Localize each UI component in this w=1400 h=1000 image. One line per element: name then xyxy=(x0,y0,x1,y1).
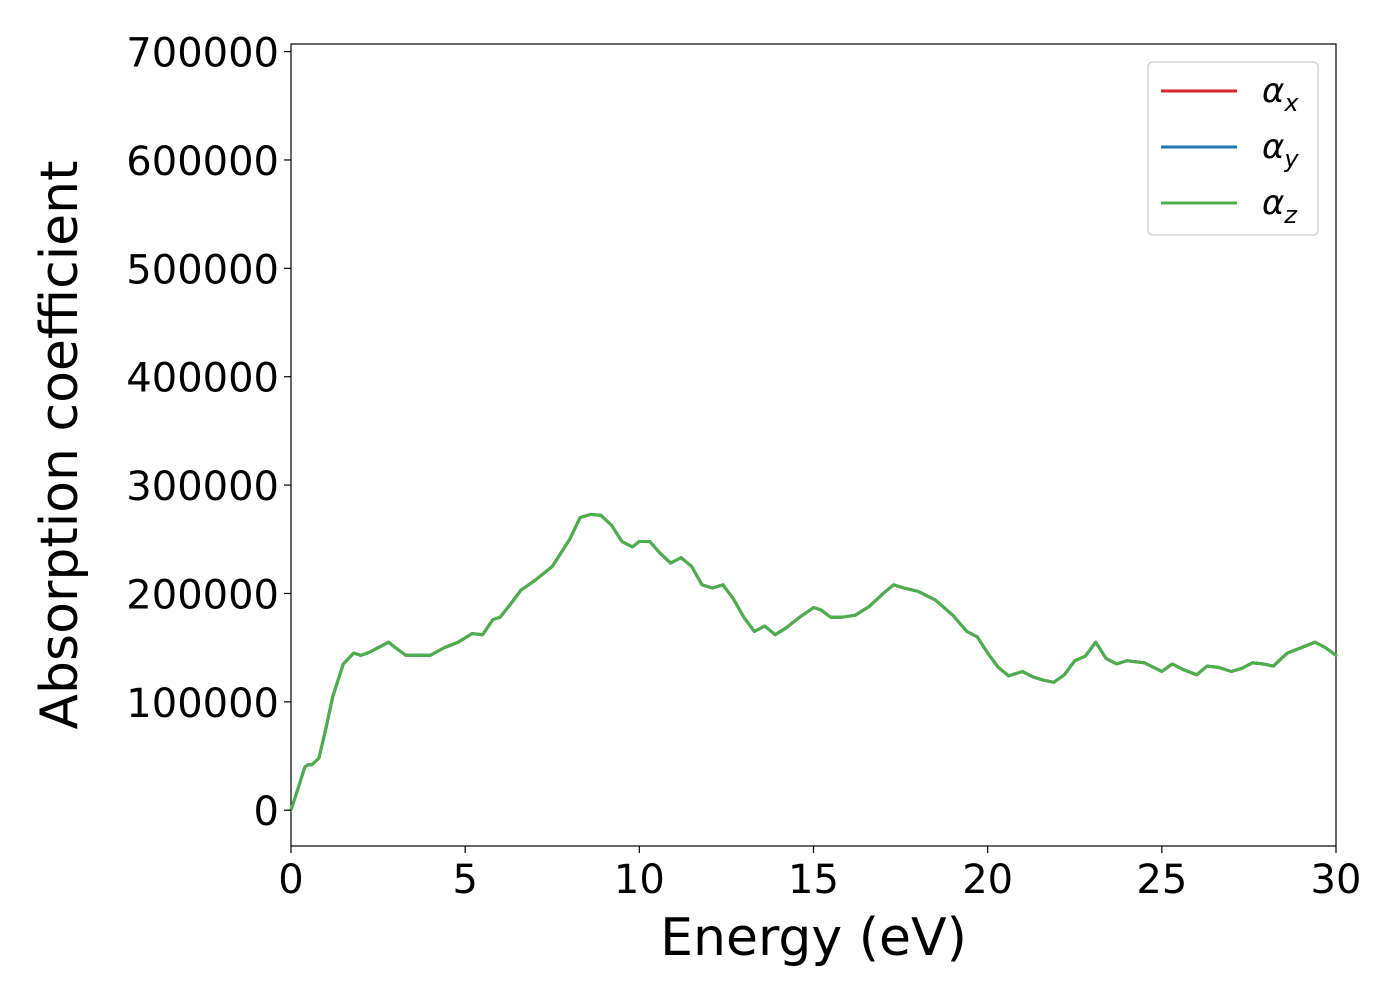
y-axis-title: Absorption coefficient xyxy=(30,160,90,729)
y-tick-label: 400000 xyxy=(126,356,279,402)
legend-label-y: αy xyxy=(1262,127,1299,173)
x-tick-label: 20 xyxy=(962,857,1013,903)
y-tick-label: 200000 xyxy=(126,572,279,618)
y-axis-ticks: 0 100000 200000 300000 400000 500000 600000 700… xyxy=(126,31,291,835)
series-layer xyxy=(289,512,1338,812)
y-tick-label: 100000 xyxy=(126,681,279,727)
x-tick-label: 25 xyxy=(1136,857,1187,903)
series-line-2 xyxy=(289,512,1338,812)
x-tick-label: 30 xyxy=(1311,857,1362,903)
x-tick-label: 10 xyxy=(614,857,665,903)
x-tick-label: 15 xyxy=(788,857,839,903)
y-tick-label: 300000 xyxy=(126,464,279,510)
x-tick-label: 5 xyxy=(452,857,477,903)
x-axis-title: Energy (eV) xyxy=(660,908,967,968)
y-tick-label: 0 xyxy=(254,789,279,835)
y-tick-label: 700000 xyxy=(126,31,279,77)
x-axis-ticks: 0 5 10 15 20 25 30 xyxy=(278,846,1361,903)
x-tick-label: 0 xyxy=(278,857,303,903)
y-tick-label: 500000 xyxy=(126,247,279,293)
legend: αx αy αz xyxy=(1147,61,1319,236)
legend-label-z: αz xyxy=(1262,183,1298,229)
y-tick-label: 600000 xyxy=(126,139,279,185)
legend-label-x: αx xyxy=(1262,71,1299,117)
